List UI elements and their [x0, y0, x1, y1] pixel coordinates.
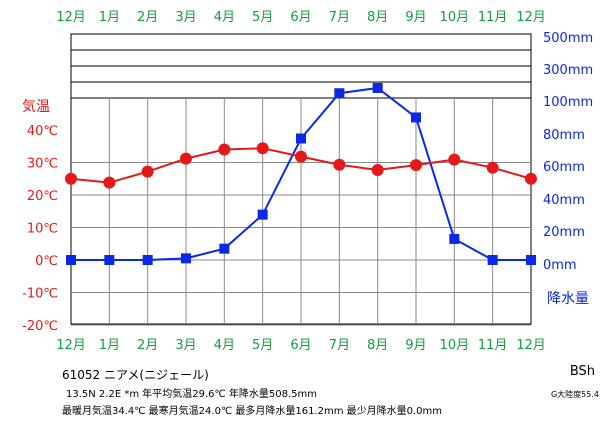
temperature-point [218, 143, 231, 156]
month-label-bottom: 9月 [405, 338, 426, 353]
climate-chart: 12月 1月 2月 3月 4月 5月 6月 7月 8月 9月 10月 11月 12月 12月 1月 2月 3月… [22, 10, 593, 353]
temperature-point [486, 161, 499, 174]
precipitation-tick-labels: 500mm 300mm 100mm 80mm 60mm 40mm 20mm 0mm [543, 31, 593, 273]
precipitation-tick-label: 80mm [543, 128, 585, 143]
station-details: 13.5N 2.2E *m 年平均気温29.6℃ 年降水量508.5mm [66, 389, 318, 400]
temperature-point [525, 172, 537, 185]
precipitation-point [372, 82, 383, 93]
precipitation-tick-label: 300mm [543, 63, 593, 78]
precipitation-axis-title: 降水量 [547, 291, 589, 307]
month-label-top: 4月 [214, 10, 235, 25]
precipitation-series [66, 82, 536, 265]
month-label-top: 11月 [478, 10, 508, 25]
month-label-top: 1月 [99, 10, 120, 25]
precipitation-tick-label: 0mm [543, 258, 577, 273]
month-labels-top: 12月 1月 2月 3月 4月 5月 6月 7月 8月 9月 10月 11月 12月 [56, 10, 546, 25]
month-label-top: 12月 [516, 10, 546, 25]
precipitation-point [296, 133, 306, 144]
month-label-top: 9月 [405, 10, 426, 25]
precipitation-point [181, 253, 191, 264]
precipitation-point [219, 243, 230, 254]
temperature-tick-label: 0℃ [35, 254, 58, 269]
precipitation-point [334, 88, 345, 99]
precipitation-tick-label: 20mm [543, 225, 585, 240]
temperature-tick-label: 40℃ [27, 124, 58, 139]
month-label-bottom: 11月 [478, 338, 508, 353]
precipitation-point [257, 209, 268, 220]
temperature-point [333, 158, 346, 171]
precipitation-point [449, 233, 460, 244]
temperature-point [448, 153, 461, 166]
temperature-series [65, 142, 537, 189]
month-label-top: 8月 [367, 10, 388, 25]
temperature-point [103, 176, 116, 189]
precipitation-point [411, 112, 421, 123]
precipitation-tick-label: 100mm [543, 95, 593, 110]
precipitation-point [142, 255, 153, 265]
month-label-top: 7月 [329, 10, 350, 25]
month-labels-bottom: 12月 1月 2月 3月 4月 5月 6月 7月 8月 9月 10月 11月 12月 [56, 338, 546, 353]
temperature-point [410, 159, 422, 172]
temperature-tick-label: -20℃ [22, 319, 58, 334]
month-label-bottom: 7月 [329, 338, 350, 353]
temperature-tick-labels: 40℃ 30℃ 20℃ 10℃ 0℃ -10℃ -20℃ [22, 124, 58, 334]
temperature-point [256, 142, 269, 155]
precipitation-point [487, 255, 498, 265]
precipitation-point [526, 255, 536, 265]
month-label-bottom: 12月 [516, 338, 546, 353]
month-label-top: 3月 [175, 10, 196, 25]
station-extremes: 最暖月気温34.4℃ 最寒月気温24.0℃ 最多月降水量161.2mm 最少月降… [62, 406, 443, 417]
temperature-axis-title: 気温 [22, 99, 50, 115]
temperature-point [141, 165, 154, 178]
temperature-point [371, 163, 384, 176]
temperature-tick-label: 30℃ [27, 157, 58, 172]
climate-class: BSh [569, 364, 595, 379]
month-label-top: 12月 [56, 10, 86, 25]
month-label-top: 2月 [137, 10, 158, 25]
month-label-bottom: 10月 [440, 338, 470, 353]
station-name: 61052 ニアメ(ニジェール) [62, 368, 209, 382]
precipitation-tick-label: 40mm [543, 193, 585, 208]
month-label-bottom: 4月 [214, 338, 235, 353]
precipitation-point [104, 255, 115, 265]
month-label-top: 5月 [252, 10, 273, 25]
temperature-tick-label: 20℃ [27, 189, 58, 204]
month-label-bottom: 2月 [137, 338, 158, 353]
month-label-bottom: 6月 [290, 338, 311, 353]
precipitation-point [66, 255, 76, 265]
temperature-tick-label: -10℃ [22, 287, 58, 302]
temperature-point [65, 172, 77, 185]
month-label-bottom: 3月 [175, 338, 196, 353]
month-label-bottom: 8月 [367, 338, 388, 353]
precipitation-tick-label: 60mm [543, 160, 585, 175]
month-label-top: 6月 [290, 10, 311, 25]
month-label-bottom: 1月 [99, 338, 120, 353]
continentality-index: G大陸度55.4 [550, 390, 599, 399]
temperature-point [180, 152, 192, 165]
month-label-top: 10月 [440, 10, 470, 25]
precipitation-tick-label: 500mm [543, 31, 593, 46]
grid-lines [71, 49, 531, 326]
temperature-point [295, 150, 307, 163]
month-label-bottom: 5月 [252, 338, 273, 353]
month-label-bottom: 12月 [56, 338, 86, 353]
temperature-tick-label: 10℃ [27, 222, 58, 237]
